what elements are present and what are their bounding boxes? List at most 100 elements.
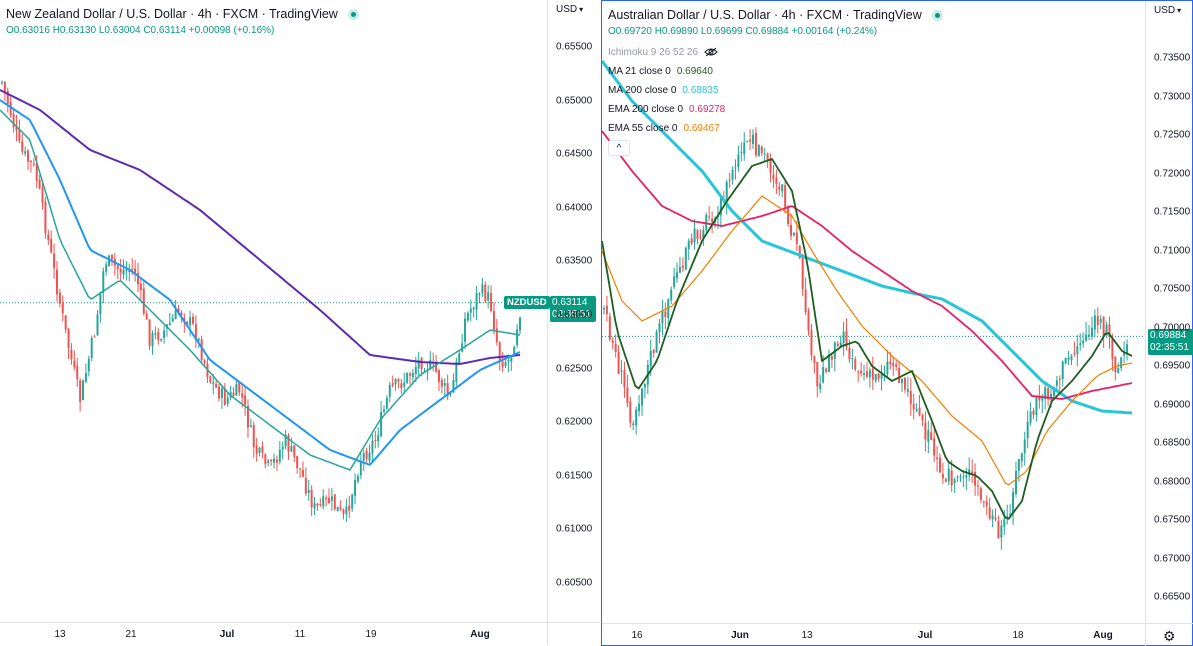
candle-body: [822, 367, 825, 383]
candle-body: [374, 439, 377, 441]
candle-body: [252, 424, 255, 448]
candle-body: [728, 179, 731, 181]
candle-body: [417, 359, 420, 369]
nzdusd-legend: New Zealand Dollar / U.S. Dollar · 4h · …: [6, 6, 359, 39]
candle-body: [664, 311, 667, 318]
audusd-chart-pane[interactable]: Australian Dollar / U.S. Dollar · 4h · F…: [601, 0, 1193, 646]
candle-body: [640, 388, 643, 406]
candle-body: [965, 474, 968, 478]
candle-body: [746, 141, 749, 143]
indicator-ma21[interactable]: MA 21 close 0 0.69640: [608, 64, 943, 78]
nzdusd-symbol-label: NZDUSD: [504, 295, 550, 309]
indicator-ichimoku[interactable]: Ichimoku 9 26 52 26: [608, 45, 943, 59]
candle-body: [868, 370, 871, 378]
candle-body: [778, 186, 781, 190]
candle-body: [414, 366, 417, 375]
candle-body: [261, 446, 264, 453]
candle-body: [1032, 410, 1035, 415]
eye-hidden-icon[interactable]: [704, 47, 718, 57]
candle-body: [21, 141, 24, 152]
candle-body: [1003, 519, 1006, 527]
candle-body: [215, 383, 218, 388]
nzdusd-currency-selector[interactable]: USD ▾: [556, 4, 583, 15]
candle-body: [246, 405, 249, 428]
price-tick-label: 0.72000: [1154, 168, 1191, 179]
indicator-label: Ichimoku 9 26 52 26: [608, 46, 699, 58]
nzdusd-time-axis[interactable]: 13 21 Jul 11 19 Aug: [0, 622, 547, 645]
candle-body: [267, 460, 270, 463]
indicator-ma200[interactable]: MA 200 close 0 0.68835: [608, 83, 943, 97]
nzdusd-title[interactable]: New Zealand Dollar / U.S. Dollar · 4h · …: [6, 6, 359, 22]
candle-body: [495, 328, 498, 343]
indicator-ema200[interactable]: EMA 200 close 0 0.69278: [608, 102, 943, 116]
candle-body: [481, 284, 484, 294]
nzdusd-chart-pane[interactable]: New Zealand Dollar / U.S. Dollar · 4h · …: [0, 0, 600, 646]
candle-body: [301, 470, 304, 477]
ma-short-line: [0, 109, 521, 471]
candle-body: [1114, 357, 1117, 372]
candle-body: [290, 446, 293, 452]
candle-body: [792, 232, 795, 236]
candle-body: [807, 310, 810, 331]
candle-body: [102, 271, 105, 293]
candle-body: [478, 293, 481, 295]
candle-body: [513, 346, 516, 356]
candle-body: [64, 315, 67, 330]
candle-body: [962, 476, 965, 478]
candle-body: [203, 360, 206, 363]
indicator-ema55[interactable]: EMA 55 close 0 0.69467: [608, 121, 943, 135]
candle-body: [930, 431, 933, 441]
collapse-legend-button[interactable]: ^: [608, 140, 630, 156]
candle-body: [452, 379, 455, 393]
nzdusd-plot-area[interactable]: [0, 0, 547, 622]
candle-body: [151, 333, 154, 347]
candle-body: [145, 313, 148, 320]
candle-body: [1014, 470, 1017, 494]
candle-body: [328, 497, 331, 503]
candle-body: [635, 409, 638, 426]
candle-body: [781, 184, 784, 192]
candle-body: [906, 388, 909, 392]
candle-body: [406, 372, 409, 383]
candle-body: [918, 407, 921, 416]
gear-icon[interactable]: ⚙: [1163, 628, 1176, 644]
candle-body: [105, 264, 108, 272]
audusd-price-axis[interactable]: USD ▾ 0.69884 02:35:51 0.73500 0.73000 0.7…: [1145, 1, 1193, 623]
price-tick-label: 0.70000: [1154, 322, 1191, 333]
candle-body: [440, 379, 443, 387]
candle-body: [53, 253, 56, 268]
candle-body: [819, 383, 822, 389]
nzdusd-title-text: New Zealand Dollar / U.S. Dollar · 4h · …: [6, 7, 338, 21]
candle-body: [125, 269, 128, 271]
indicator-label: MA 200 close 0: [608, 84, 677, 96]
audusd-time-axis[interactable]: 16 Jun 13 Jul 18 Aug: [602, 623, 1145, 646]
audusd-title-text: Australian Dollar / U.S. Dollar · 4h · F…: [608, 8, 922, 22]
candle-body: [845, 330, 848, 348]
candle-body: [941, 474, 944, 479]
candle-body: [994, 517, 997, 520]
candle-body: [789, 225, 792, 236]
candle-body: [749, 139, 752, 142]
last-price: 0.69884: [1150, 330, 1187, 342]
audusd-title[interactable]: Australian Dollar / U.S. Dollar · 4h · F…: [608, 7, 943, 23]
candle-body: [871, 368, 874, 380]
audusd-currency-selector[interactable]: USD ▾: [1154, 5, 1181, 16]
audusd-plot-area[interactable]: [602, 1, 1145, 623]
time-tick-label: 21: [125, 629, 137, 640]
candle-body: [611, 340, 614, 343]
nzdusd-price-axis[interactable]: USD ▾ NZDUSD 0.63114 02:35:51 0.65500 0.6…: [504, 0, 600, 622]
candle-body: [249, 425, 252, 427]
candle-body: [382, 409, 385, 412]
ema200-line: [602, 130, 1133, 400]
candle-body: [997, 521, 1000, 539]
candle-body: [76, 365, 79, 380]
price-tick-label: 0.73500: [1154, 52, 1191, 64]
candle-body: [244, 395, 247, 405]
ma200-line: [602, 60, 1133, 415]
candle-body: [1090, 327, 1093, 337]
candle-body: [391, 383, 394, 386]
candle-body: [752, 134, 755, 145]
candle-body: [487, 292, 490, 301]
candle-body: [1079, 343, 1082, 346]
candles: [1, 80, 521, 522]
